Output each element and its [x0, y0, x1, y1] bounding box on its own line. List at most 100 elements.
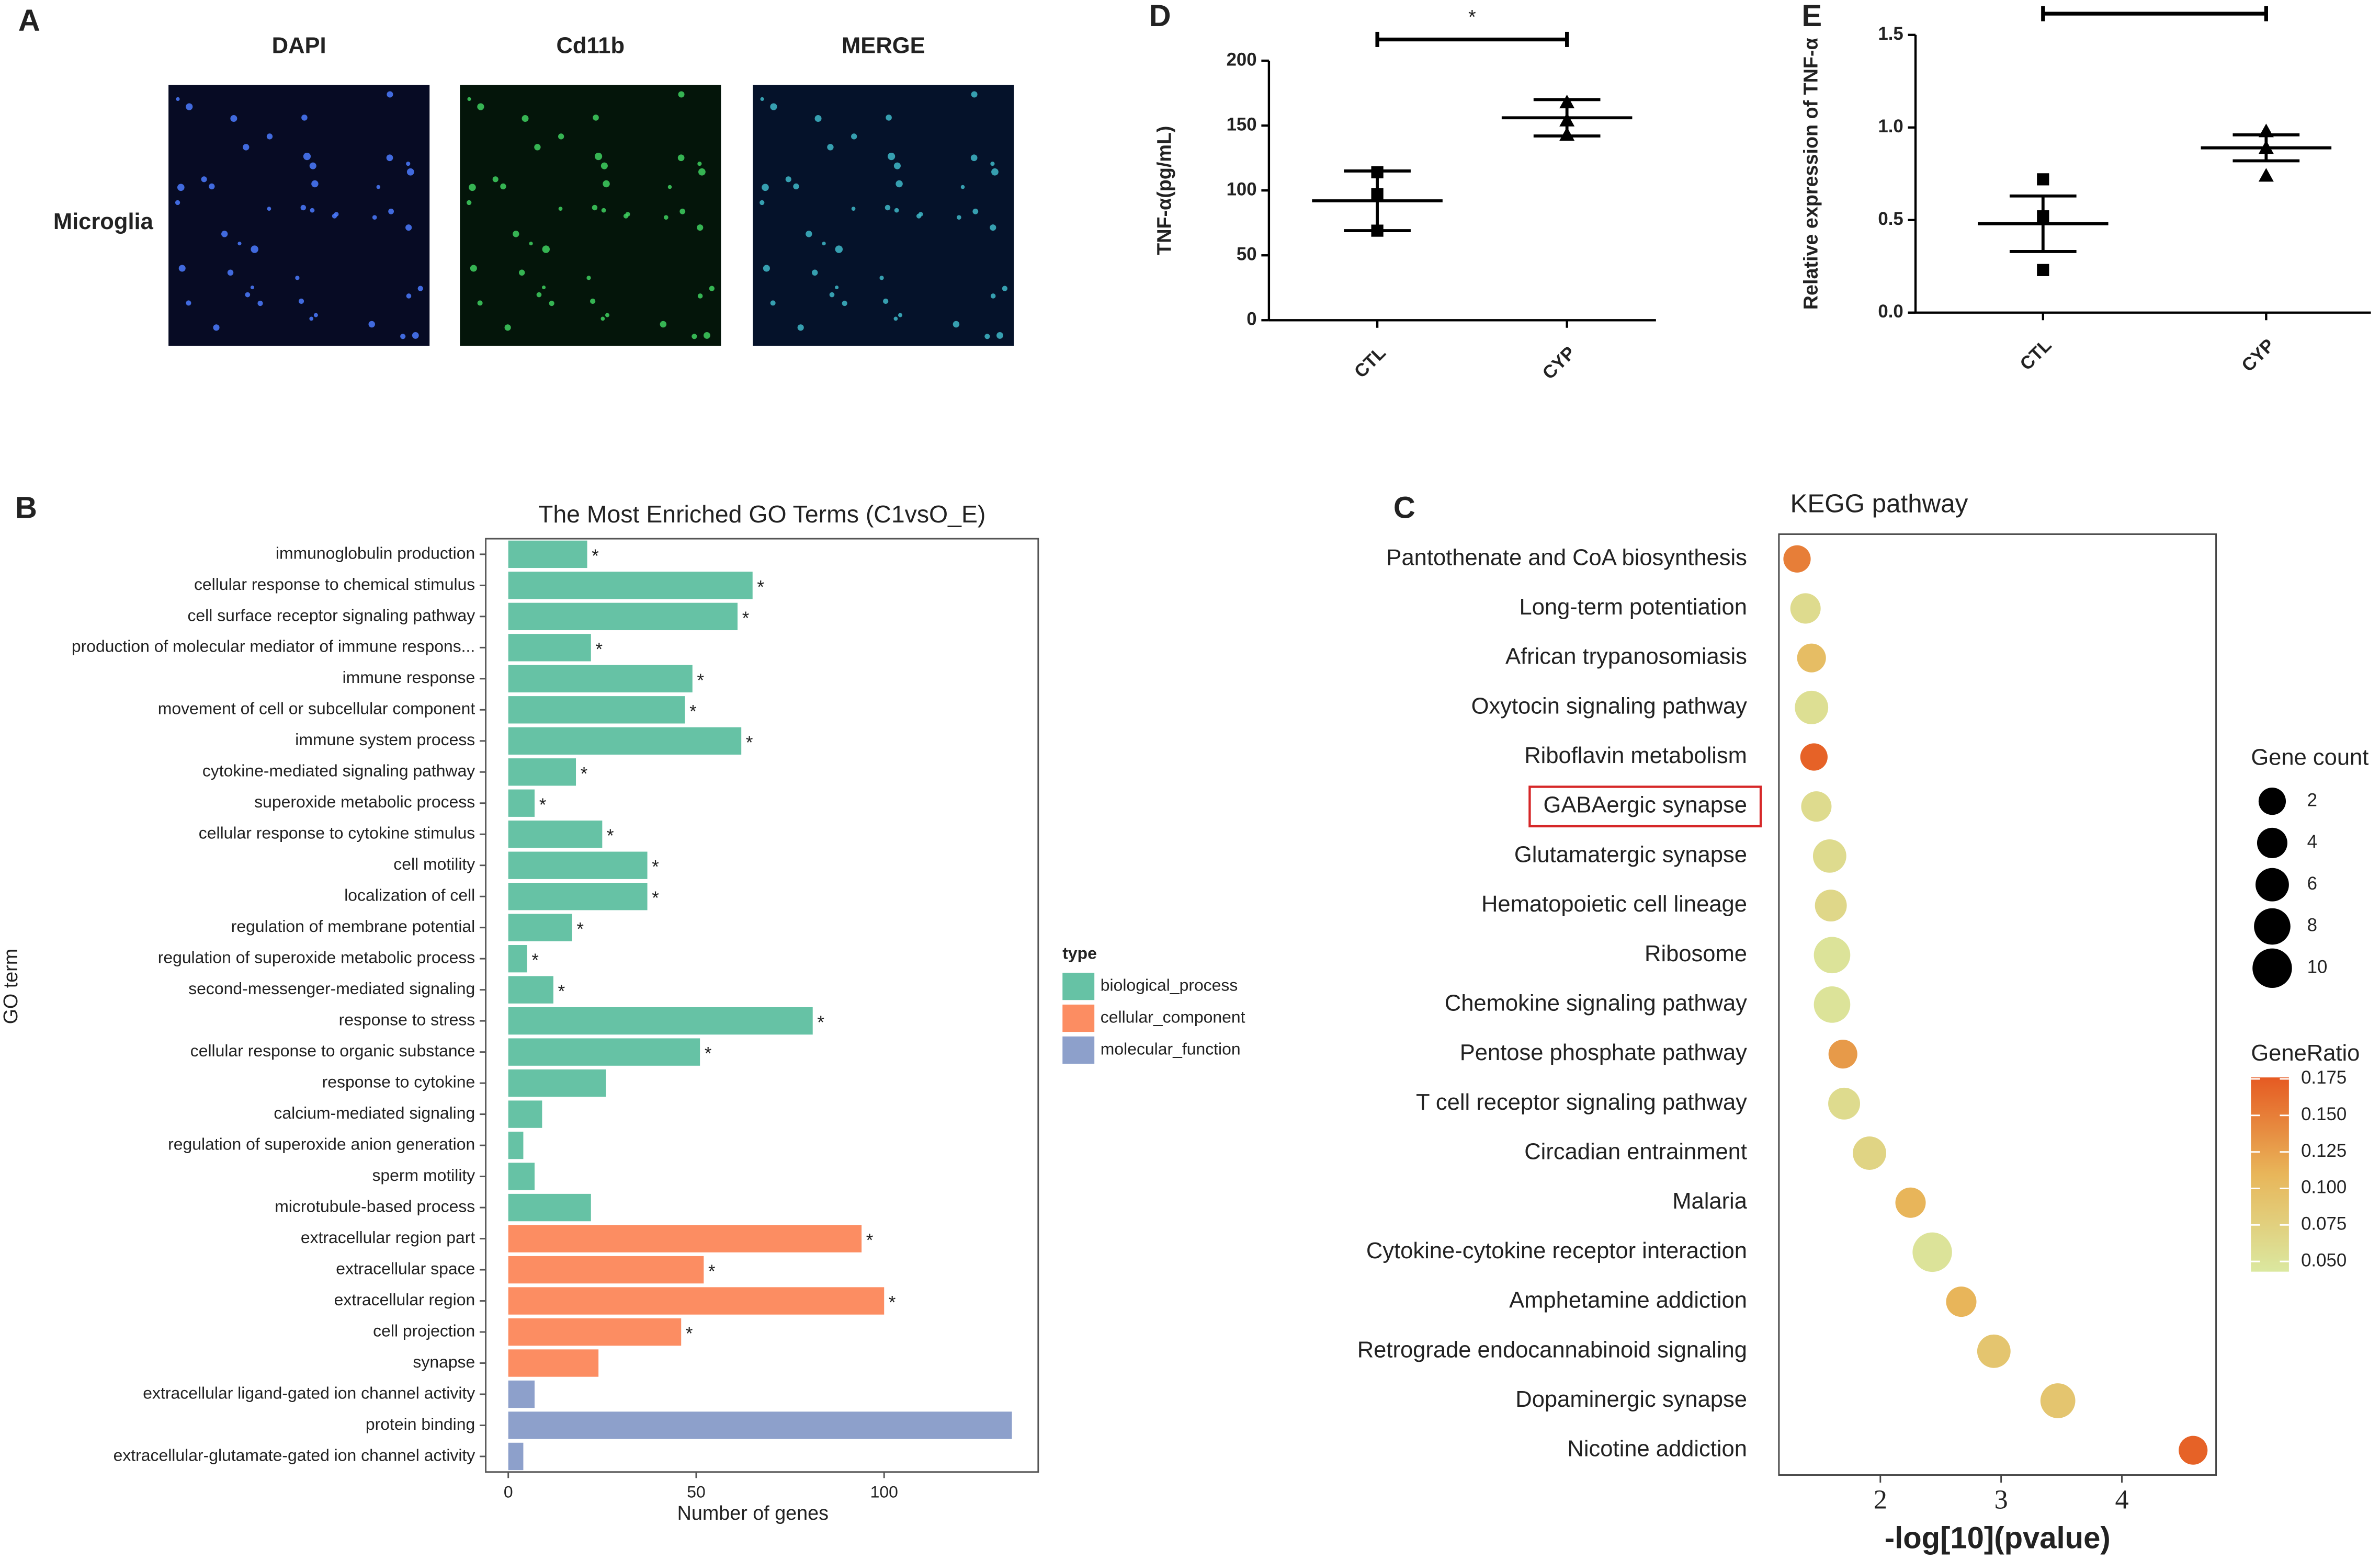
cell-dot: [221, 231, 228, 237]
legend-bubble: [2254, 908, 2291, 945]
bar: [508, 1256, 704, 1284]
significance-label: *: [708, 1261, 716, 1282]
colorbar-label: 0.175: [2301, 1067, 2347, 1088]
data-point: [2037, 264, 2049, 276]
cell-dot: [295, 276, 300, 280]
cell-dot: [697, 224, 704, 231]
y-tick-label: Amphetamine addiction: [1509, 1288, 1747, 1313]
cell-dot: [625, 212, 630, 217]
cell-dot: [829, 292, 835, 298]
bar: [508, 914, 572, 941]
cell-dot: [770, 103, 777, 110]
cell-dot: [888, 152, 896, 161]
bar: [508, 727, 742, 755]
cell-dot: [186, 300, 191, 306]
bubble: [1797, 643, 1826, 673]
cell-dot: [697, 293, 703, 299]
bar: [508, 634, 591, 662]
bar: [508, 602, 738, 631]
significance-label: *: [577, 919, 584, 940]
cell-dot: [960, 185, 965, 189]
legend-swatch: [1062, 973, 1095, 1000]
cell-dot: [893, 316, 898, 321]
bubble: [1828, 1040, 1857, 1069]
y-tick-label: Oxytocin signaling pathway: [1471, 693, 1748, 719]
cell-dot: [835, 245, 843, 253]
cell-dot: [417, 286, 423, 291]
cell-dot: [522, 115, 529, 122]
cell-dot: [704, 332, 710, 339]
cell-dot: [213, 324, 220, 331]
cell-dot: [477, 103, 484, 110]
bar: [508, 1163, 535, 1190]
y-tick-label: cell surface receptor signaling pathway: [187, 606, 475, 624]
legend-label: molecular_function: [1101, 1039, 1241, 1058]
cell-dot: [406, 162, 411, 166]
legend-label: 6: [2307, 873, 2317, 894]
cell-dot: [309, 162, 316, 169]
legend-label: 8: [2307, 915, 2317, 936]
cell-dot: [806, 231, 812, 237]
y-tick-label: 0.5: [1878, 209, 1903, 229]
y-tick-label: Glutamatergic synapse: [1514, 842, 1747, 867]
cell-dot: [492, 176, 498, 183]
cell-dot: [879, 276, 884, 280]
cell-dot: [251, 245, 258, 253]
cell-dot: [400, 334, 406, 339]
cell-dot: [542, 245, 550, 253]
cell-dot: [467, 200, 472, 206]
colorbar: [2251, 1077, 2289, 1272]
cell-dot: [243, 144, 250, 151]
cell-dot: [600, 316, 605, 321]
y-tick-label: 1.0: [1878, 116, 1903, 136]
x-axis-label: Number of genes: [677, 1502, 829, 1524]
cell-dot: [842, 300, 847, 306]
cell-dot: [851, 207, 856, 211]
cell-dot: [793, 183, 799, 190]
plot-area: [485, 538, 1039, 1473]
cell-dot: [558, 133, 564, 140]
bar: [508, 540, 587, 568]
bar: [508, 1007, 813, 1035]
x-tick-label: CTL: [2016, 335, 2055, 374]
y-tick-label: African trypanosomiasis: [1505, 644, 1747, 669]
cell-dot: [406, 168, 414, 176]
y-tick-label: localization of cell: [344, 886, 475, 905]
cell-dot: [760, 200, 765, 206]
column-label: DAPI: [272, 33, 326, 58]
cell-dot: [679, 208, 686, 214]
cell-dot: [334, 212, 339, 217]
y-tick-label: Nicotine addiction: [1567, 1437, 1747, 1462]
significance-label: *: [558, 982, 565, 1002]
y-axis-label: Relative expression of TNF-α: [1800, 38, 1822, 310]
significance-label: *: [531, 950, 539, 971]
y-tick-label: GABAergic synapse: [1544, 793, 1747, 818]
micrograph: [168, 85, 430, 346]
cell-dot: [600, 162, 608, 169]
cell-dot: [894, 208, 899, 213]
significance-label: *: [817, 1012, 824, 1033]
bar: [508, 1193, 591, 1222]
significance-label: *: [652, 857, 659, 878]
row-label: Microglia: [53, 209, 154, 234]
y-axis-label: GO term: [0, 949, 21, 1024]
cell-dot: [549, 300, 554, 306]
x-tick-label: CTL: [1350, 343, 1389, 382]
bubble: [1977, 1334, 2011, 1368]
x-tick-label: 0: [504, 1483, 513, 1501]
bubble: [1812, 839, 1846, 873]
y-tick-label: sperm motility: [372, 1166, 475, 1185]
y-tick-label: microtubule-based process: [275, 1197, 475, 1215]
y-tick-label: 0: [1246, 309, 1256, 329]
y-tick-label: Retrograde endocannabinoid signaling: [1357, 1337, 1747, 1362]
y-tick-label: Riboflavin metabolism: [1524, 743, 1747, 768]
cell-dot: [797, 324, 804, 331]
cell-dot: [178, 265, 186, 272]
cell-dot: [310, 208, 315, 213]
cell-dot: [827, 144, 834, 151]
cell-dot: [697, 162, 702, 166]
cell-dot: [678, 91, 685, 98]
x-tick-label: 3: [1994, 1485, 2008, 1515]
cell-dot: [529, 242, 533, 246]
significance-label: *: [757, 577, 764, 597]
